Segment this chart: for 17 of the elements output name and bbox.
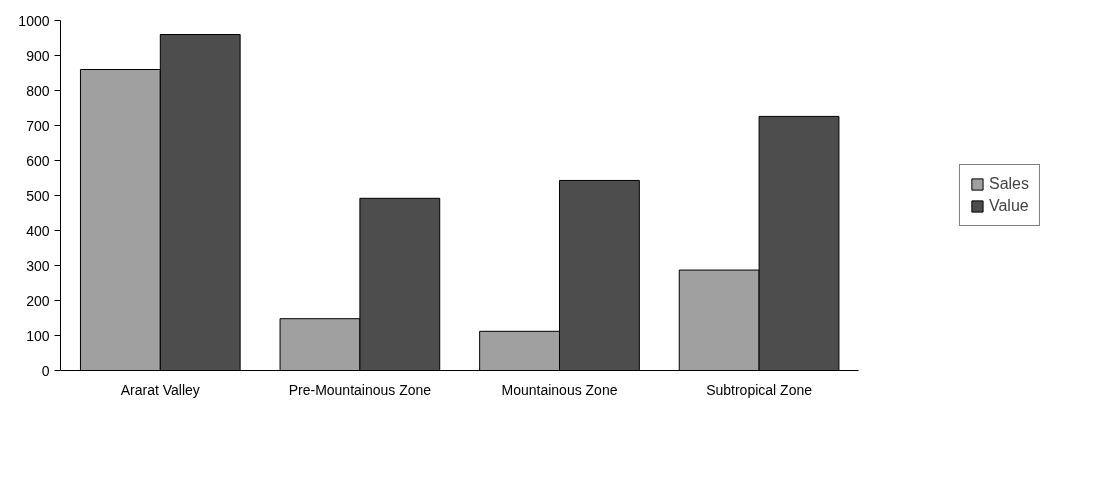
x-tick-label: Pre-Mountainous Zone: [288, 381, 432, 398]
y-tick-label: 1000: [18, 12, 50, 29]
y-tick-label: 100: [26, 327, 50, 344]
x-tick-label: Ararat Valley: [120, 381, 200, 398]
y-tick-label: 0: [41, 362, 50, 379]
y-tick-label: 700: [26, 117, 50, 134]
y-tick-label: 500: [26, 187, 50, 204]
x-tick-label: Subtropical Zone: [706, 381, 813, 398]
y-tick-label: 600: [26, 152, 50, 169]
y-tick-label: 300: [26, 257, 50, 274]
x-tick-label: Mountainous Zone: [501, 381, 618, 398]
legend-label: Sales: [988, 175, 1029, 193]
legend-label: Value: [988, 197, 1029, 215]
y-tick-label: 200: [26, 292, 50, 309]
y-tick-label: 400: [26, 222, 50, 239]
y-tick-label: 800: [26, 82, 50, 99]
y-tick-label: 900: [26, 47, 50, 64]
